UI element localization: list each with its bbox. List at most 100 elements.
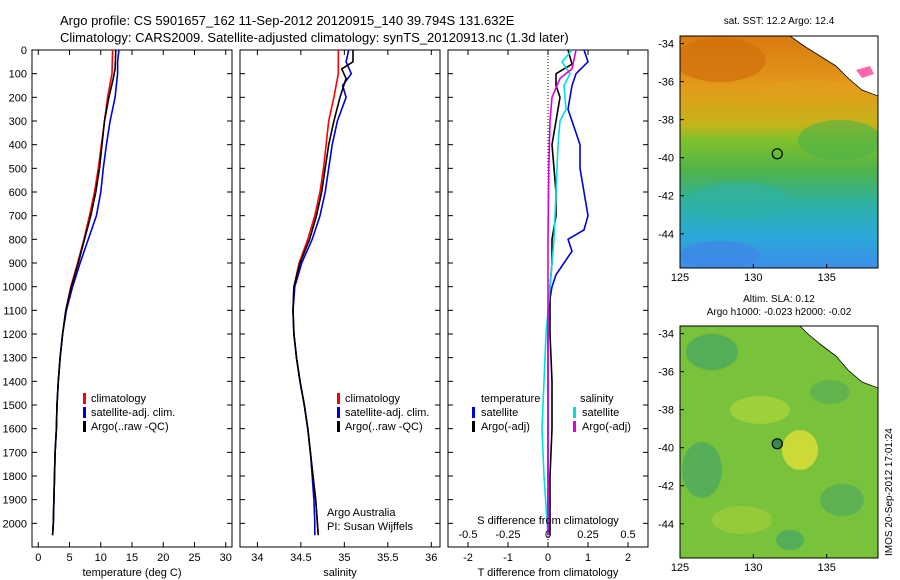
y-tick-label: 1200	[3, 329, 27, 341]
y-tick-label: 1600	[3, 424, 27, 436]
map-x-tick-label: 125	[671, 272, 689, 284]
sla-blob	[686, 334, 738, 370]
difference-x-ticks: -2 -1 0 1 2	[463, 50, 631, 564]
legend-label-temp-argo: Argo(-adj)	[481, 421, 530, 433]
sst-map-title: sat. SST: 12.2 Argo: 12.4	[724, 16, 835, 27]
t-difference-label: T difference from climatology	[478, 567, 619, 579]
sst-cold-patch	[680, 241, 760, 268]
depth-axis: 0 100 200 300 400 500 600 700 800 900 1000 1100 1200…	[3, 45, 232, 530]
map-y-tick-label: -34	[658, 39, 674, 51]
sla-blob	[776, 530, 804, 550]
map-y-tick-label: -44	[658, 229, 674, 241]
difference-series	[541, 49, 589, 536]
temperature-series	[51, 49, 120, 536]
credits-line-1: Argo Australia	[327, 507, 396, 519]
sst-land	[789, 36, 878, 97]
s-tick-label: 0	[545, 529, 551, 541]
salinity-panel-frame	[239, 49, 441, 548]
legend-swatch-sal-argo	[573, 421, 576, 432]
credits-line-2: PI: Susan Wijffels	[327, 521, 413, 533]
map-y-tick-label: -36	[658, 367, 674, 379]
y-tick-label: 2000	[3, 518, 27, 530]
x-tick-label: 34	[251, 552, 263, 564]
y-tick-label: 1300	[3, 353, 27, 365]
y-tick-label: 100	[9, 69, 27, 81]
x-tick-label: 10	[95, 552, 107, 564]
header-line-2: Climatology: CARS2009. Satellite-adjuste…	[60, 30, 569, 45]
series-line	[541, 49, 573, 536]
s-tick-label: 0.25	[577, 529, 598, 541]
legend-title-salinity: salinity	[580, 393, 614, 405]
map-y-tick-label: -38	[658, 405, 674, 417]
x-tick-label: 35.5	[377, 552, 398, 564]
x-tick-label: 35	[338, 552, 350, 564]
series-line	[51, 49, 120, 536]
legend-label-satellite: satellite-adj. clim.	[345, 407, 429, 419]
sla-blob	[730, 396, 790, 424]
sst-argo-marker	[771, 148, 783, 160]
x-tick-label: 25	[188, 552, 200, 564]
y-tick-label: 900	[9, 258, 27, 270]
sst-warm-patch	[760, 80, 860, 104]
temperature-x-ticks: 0 5 10 15 20 25 30	[35, 50, 232, 564]
legend-label-argo: Argo(..raw -QC)	[91, 421, 169, 433]
sst-map-image	[680, 36, 878, 268]
y-tick-label: 1900	[3, 495, 27, 507]
legend-swatch-temp-argo	[472, 421, 475, 432]
y-tick-label: 1000	[3, 282, 27, 294]
sst-warm-patch	[680, 38, 766, 82]
y-tick-label: 300	[9, 116, 27, 128]
legend-swatch-argo	[83, 421, 86, 432]
legend-swatch-climatology	[337, 393, 340, 404]
x-tick-label: 0	[545, 552, 551, 564]
y-tick-label: 1800	[3, 471, 27, 483]
legend-swatch-satellite	[337, 407, 340, 418]
sla-map-ticks: 125 130 135 -34 -36 -38 -40 -42 -44	[658, 329, 836, 574]
x-tick-label: 5	[66, 552, 72, 564]
legend-swatch-argo	[337, 421, 340, 432]
series-line	[549, 49, 573, 536]
s-tick-label: -0.5	[459, 529, 478, 541]
x-tick-label: 2	[625, 552, 631, 564]
sst-map-frame	[679, 35, 879, 269]
legend-label-satellite: satellite-adj. clim.	[91, 407, 175, 419]
y-tick-label: 400	[9, 140, 27, 152]
y-tick-label: 200	[9, 92, 27, 104]
header-line-1: Argo profile: CS 5901657_162 11-Sep-2012…	[60, 13, 515, 28]
difference-legend: temperature salinity satellite Argo(-adj…	[472, 393, 631, 433]
sla-blob	[810, 380, 850, 404]
x-tick-label: 30	[220, 552, 232, 564]
map-x-tick-label: 135	[817, 272, 835, 284]
imos-timestamp: IMOS 20-Sep-2012 17:01:24	[884, 428, 895, 556]
legend-swatch-temp-satellite	[472, 407, 475, 418]
s-difference-label: S difference from climatology	[477, 515, 619, 527]
map-y-tick-label: -36	[658, 77, 674, 89]
y-tick-label: 1400	[3, 376, 27, 388]
sla-blob	[782, 430, 818, 470]
sla-map-frame	[679, 325, 879, 559]
sla-land	[799, 326, 878, 389]
y-tick-label: 1500	[3, 400, 27, 412]
sla-blob	[820, 484, 864, 516]
map-y-tick-label: -44	[658, 519, 674, 531]
sst-cool-patch	[690, 182, 790, 218]
sla-blob	[682, 442, 722, 498]
legend-label-climatology: climatology	[91, 393, 147, 405]
map-y-tick-label: -40	[658, 443, 674, 455]
y-tick-label: 0	[21, 45, 27, 57]
legend-label-sal-argo: Argo(-adj)	[582, 421, 631, 433]
temperature-panel-frame	[31, 49, 233, 548]
series-line	[292, 49, 353, 536]
legend-title-temperature: temperature	[481, 393, 540, 405]
x-tick-label: 0	[35, 552, 41, 564]
legend-swatch-sal-satellite	[573, 407, 576, 418]
s-difference-tick-labels: -0.5 -0.25 0 0.25 0.5	[459, 529, 636, 541]
legend-swatch-satellite	[83, 407, 86, 418]
legend-label-climatology: climatology	[345, 393, 401, 405]
x-tick-label: -1	[503, 552, 513, 564]
y-tick-label: 700	[9, 211, 27, 223]
map-y-tick-label: -38	[658, 115, 674, 127]
map-y-tick-label: -34	[658, 329, 674, 341]
map-x-tick-label: 130	[744, 562, 762, 574]
series-line	[51, 49, 117, 536]
